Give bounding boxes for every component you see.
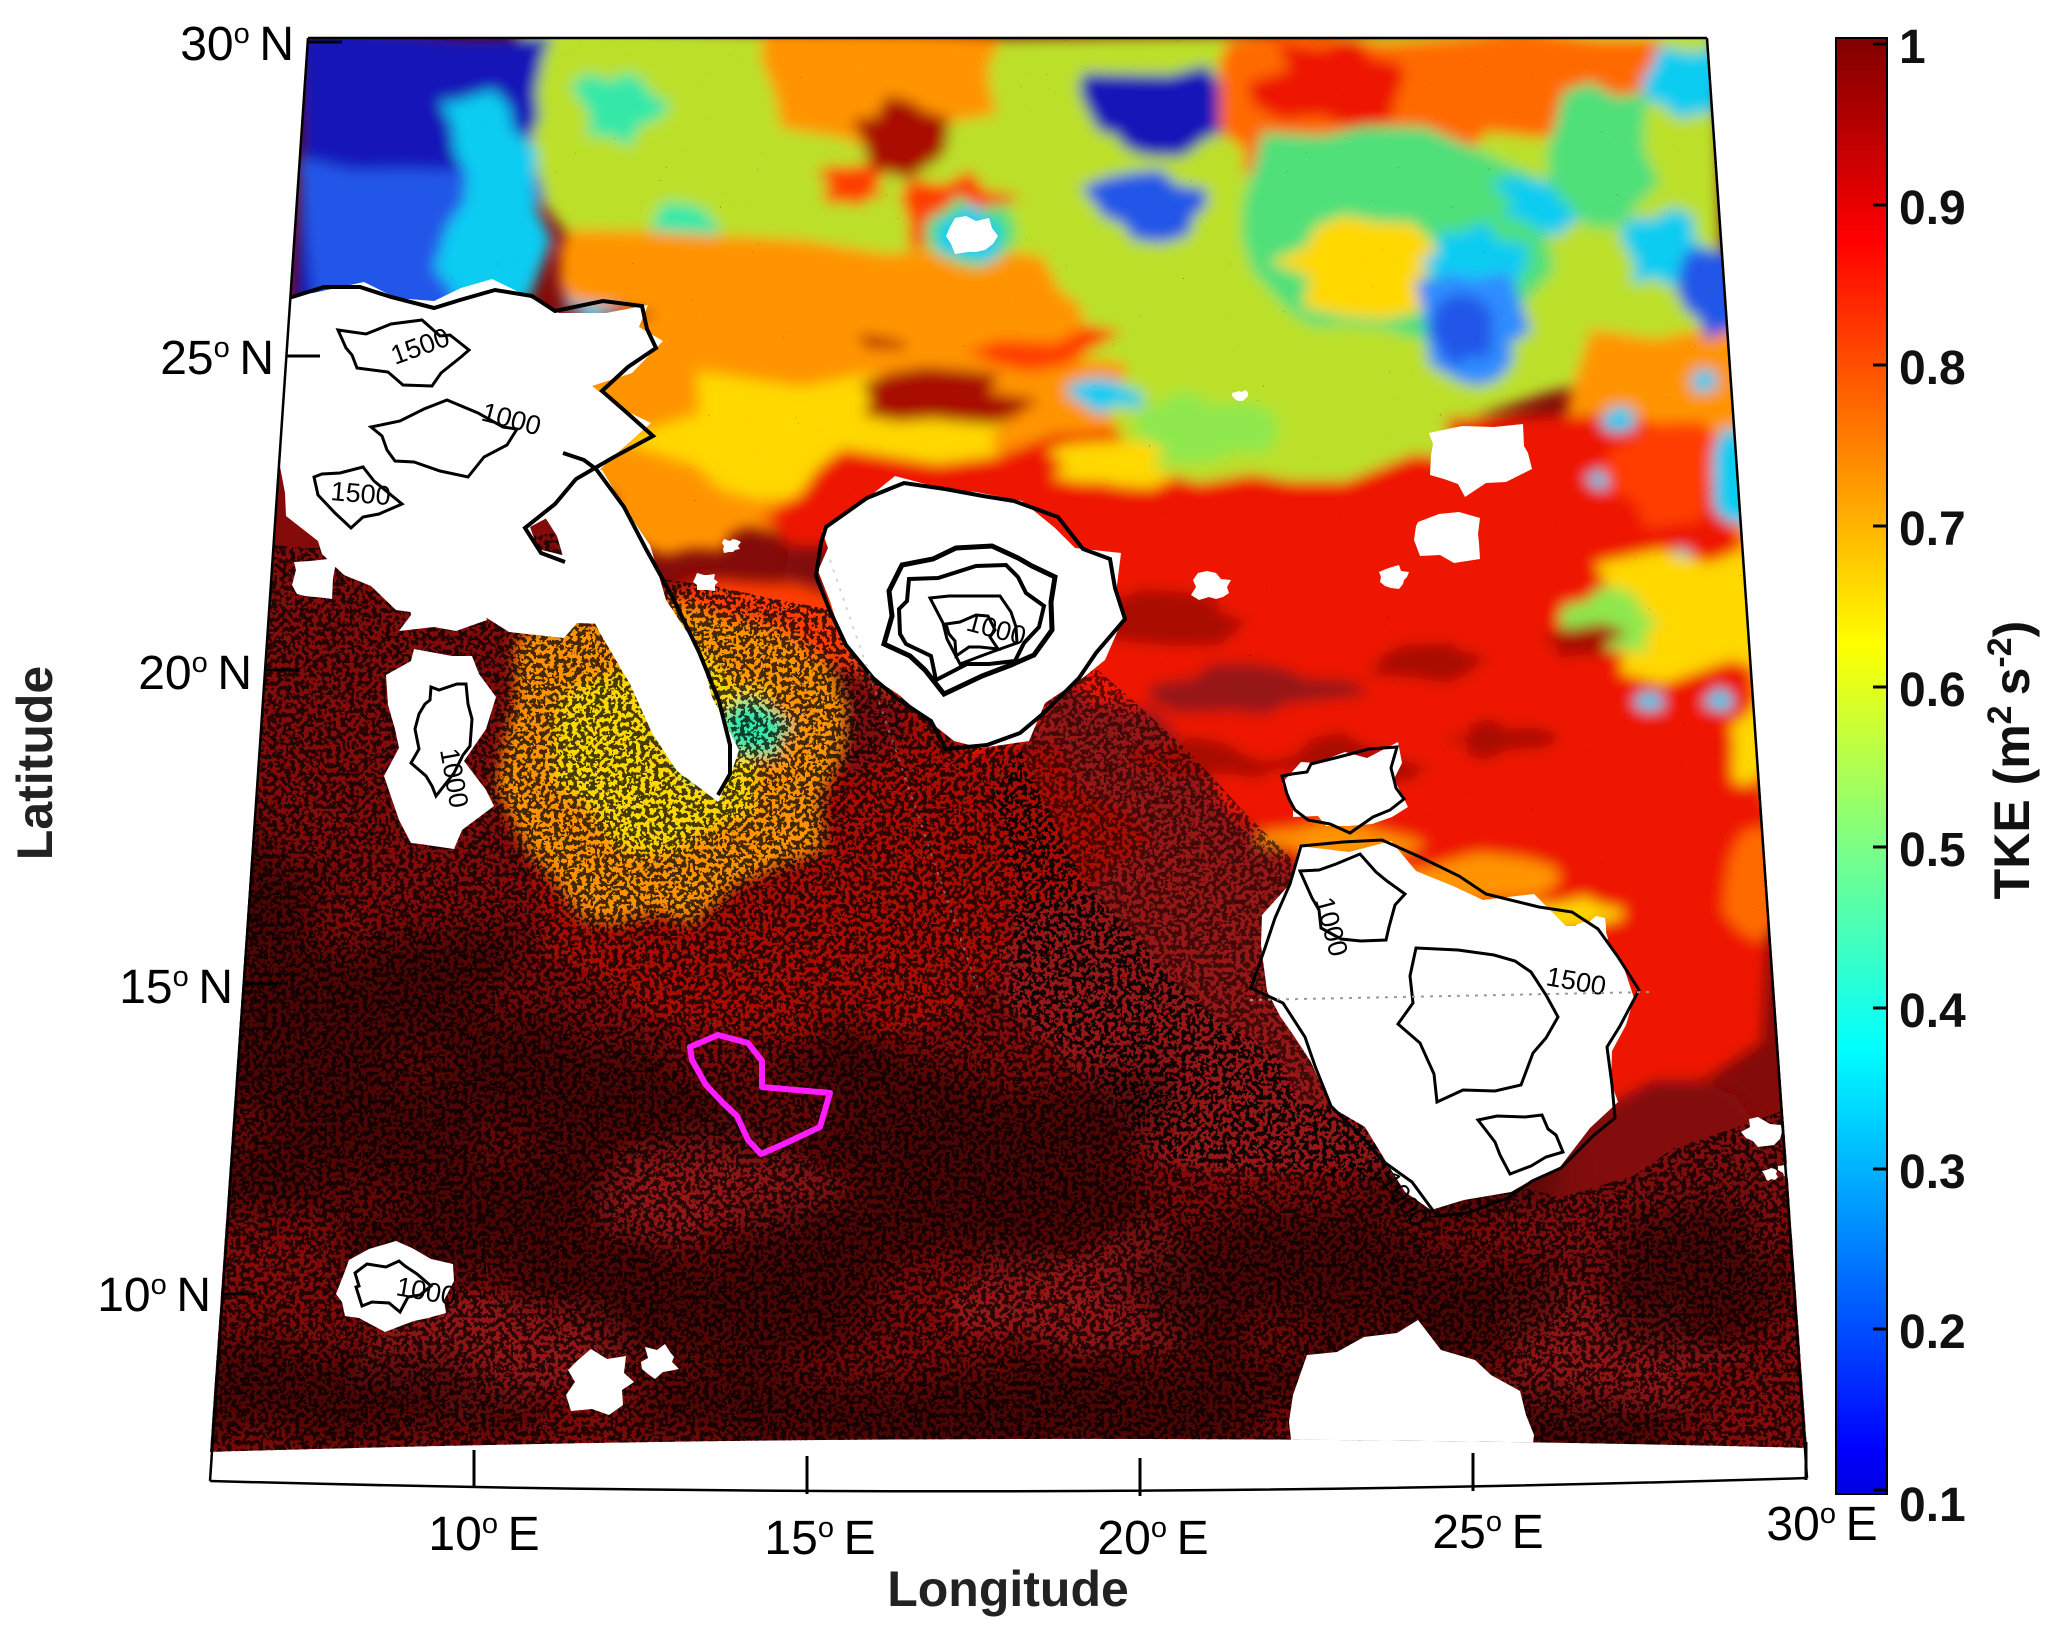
svg-text:0.2: 0.2 <box>1899 1306 1966 1359</box>
svg-text:Latitude: Latitude <box>7 666 63 860</box>
svg-text:0.3: 0.3 <box>1899 1146 1966 1199</box>
svg-text:0.4: 0.4 <box>1899 985 1966 1038</box>
svg-text:10o E: 10o E <box>428 1508 539 1561</box>
svg-text:20o N: 20o N <box>138 647 252 700</box>
svg-text:0.6: 0.6 <box>1899 664 1966 717</box>
svg-text:0.7: 0.7 <box>1899 503 1966 556</box>
svg-text:0.1: 0.1 <box>1899 1479 1966 1532</box>
svg-text:25o E: 25o E <box>1432 1506 1543 1559</box>
svg-text:0.9: 0.9 <box>1899 182 1966 235</box>
svg-text:1500: 1500 <box>329 476 391 511</box>
svg-text:Longitude: Longitude <box>887 1561 1129 1617</box>
svg-text:1: 1 <box>1899 21 1926 74</box>
svg-text:0.8: 0.8 <box>1899 342 1966 395</box>
svg-text:0.5: 0.5 <box>1899 824 1966 877</box>
